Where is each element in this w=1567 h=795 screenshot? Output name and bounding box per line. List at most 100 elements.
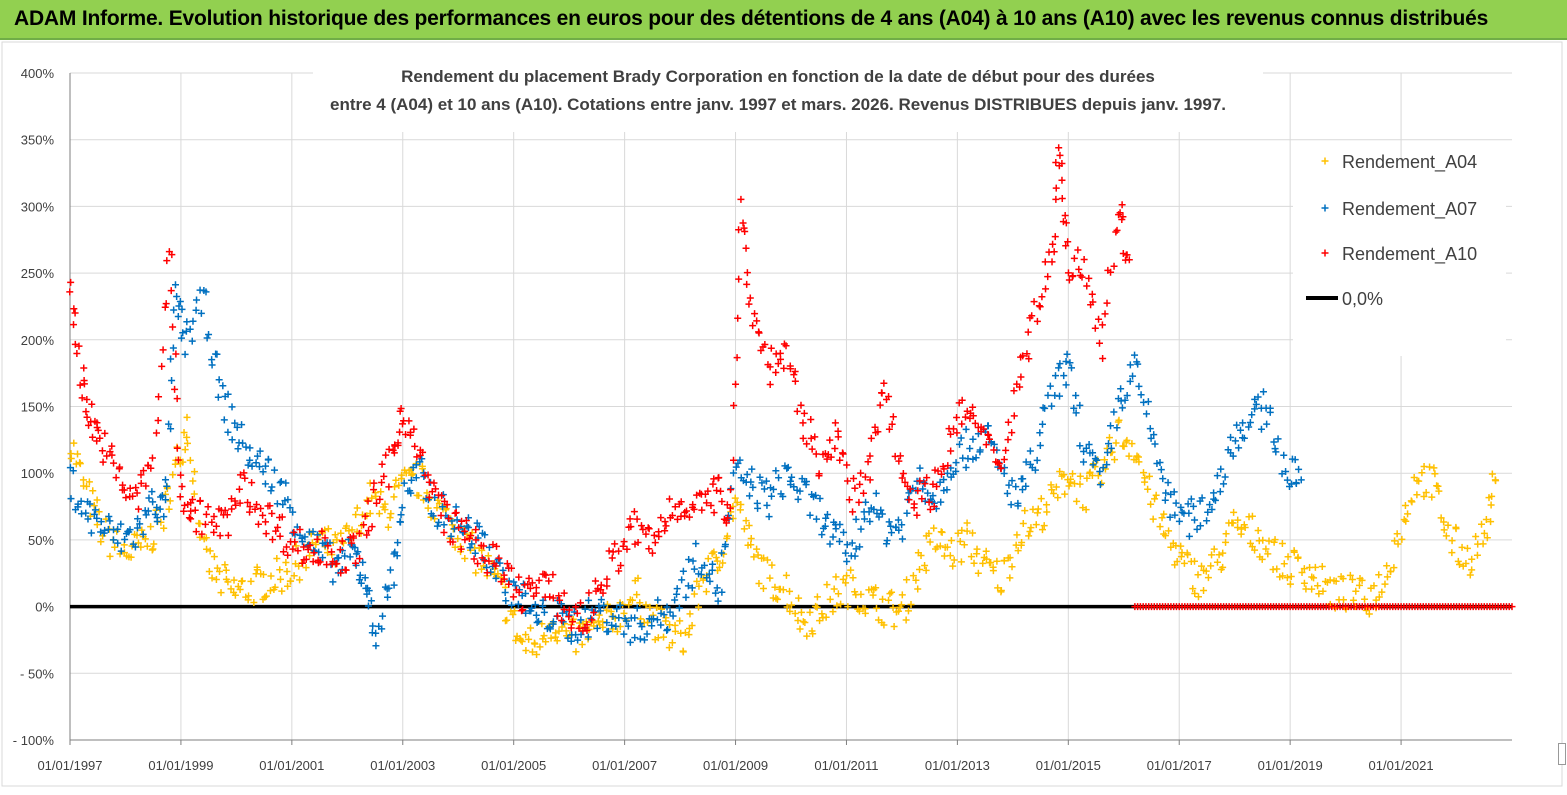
data-point-Rendement_A10 xyxy=(1089,298,1097,306)
data-point-Rendement_A04 xyxy=(282,559,290,566)
data-point-Rendement_A10 xyxy=(309,558,317,566)
data-point-Rendement_A07 xyxy=(277,478,285,486)
data-point-Rendement_A07 xyxy=(270,466,278,474)
data-point-Rendement_A04 xyxy=(1038,526,1046,534)
data-point-Rendement_A04 xyxy=(517,636,525,644)
data-point-Rendement_A10 xyxy=(407,428,415,436)
data-point-Rendement_A07 xyxy=(142,511,150,519)
data-point-Rendement_A04 xyxy=(1040,522,1048,530)
data-point-Rendement_A07 xyxy=(620,630,628,638)
data-point-Rendement_A04 xyxy=(1241,523,1249,531)
data-point-Rendement_A07 xyxy=(783,464,791,472)
data-point-Rendement_A04 xyxy=(823,581,831,589)
data-point-Rendement_A04 xyxy=(331,531,339,539)
data-point-Rendement_A10 xyxy=(1061,212,1069,220)
data-point-Rendement_A10 xyxy=(620,538,628,546)
data-point-Rendement_A10 xyxy=(722,519,730,527)
data-point-Rendement_A07 xyxy=(1171,511,1179,519)
data-point-Rendement_A04 xyxy=(1488,470,1496,478)
data-point-Rendement_A04 xyxy=(292,542,300,550)
data-point-Rendement_A10 xyxy=(302,555,310,563)
data-point-Rendement_A10 xyxy=(726,504,734,512)
data-point-Rendement_A07 xyxy=(367,597,375,605)
data-point-Rendement_A04 xyxy=(1149,515,1157,523)
data-point-Rendement_A07 xyxy=(663,603,671,611)
data-point-Rendement_A04 xyxy=(1194,593,1202,601)
data-point-Rendement_A04 xyxy=(1202,567,1210,575)
data-point-Rendement_A10 xyxy=(259,511,267,519)
data-point-Rendement_A04 xyxy=(1158,514,1166,522)
data-point-Rendement_A10 xyxy=(1095,315,1103,323)
data-point-Rendement_A10 xyxy=(397,405,405,413)
data-point-Rendement_A10 xyxy=(461,527,469,535)
y-tick-label: - 100% xyxy=(13,733,55,748)
data-point-Rendement_A10 xyxy=(588,616,596,624)
data-point-Rendement_A07 xyxy=(705,570,713,578)
data-point-Rendement_A10 xyxy=(556,596,564,604)
data-point-Rendement_A10 xyxy=(651,539,659,547)
data-point-Rendement_A10 xyxy=(732,380,740,388)
data-point-Rendement_A04 xyxy=(1434,482,1442,490)
data-point-Rendement_A04 xyxy=(190,490,198,498)
data-point-Rendement_A04 xyxy=(1173,557,1181,565)
data-point-Rendement_A04 xyxy=(636,599,644,607)
data-point-Rendement_A07 xyxy=(767,492,775,500)
data-point-Rendement_A04 xyxy=(668,639,676,647)
data-point-Rendement_A10 xyxy=(617,562,625,570)
data-point-Rendement_A07 xyxy=(616,601,624,609)
data-point-Rendement_A10 xyxy=(75,342,83,350)
data-point-Rendement_A04 xyxy=(236,585,244,593)
data-point-Rendement_A10 xyxy=(88,400,96,408)
data-point-Rendement_A07 xyxy=(1121,396,1129,404)
data-point-Rendement_A10 xyxy=(162,300,170,308)
data-point-Rendement_A10 xyxy=(159,346,167,354)
data-point-Rendement_A04 xyxy=(903,576,911,584)
resize-handle[interactable] xyxy=(1558,743,1566,765)
data-point-Rendement_A04 xyxy=(271,583,279,591)
data-point-Rendement_A04 xyxy=(324,525,332,533)
data-point-Rendement_A10 xyxy=(495,554,503,562)
data-point-Rendement_A07 xyxy=(622,617,630,625)
data-point-Rendement_A04 xyxy=(384,523,392,531)
data-point-Rendement_A10 xyxy=(430,479,438,487)
data-point-Rendement_A10 xyxy=(524,580,532,588)
data-point-Rendement_A10 xyxy=(306,541,314,549)
data-point-Rendement_A10 xyxy=(274,523,282,531)
data-point-Rendement_A07 xyxy=(1012,483,1020,491)
data-point-Rendement_A07 xyxy=(763,501,771,509)
data-point-Rendement_A04 xyxy=(97,538,105,546)
data-point-Rendement_A07 xyxy=(1022,458,1030,466)
data-point-Rendement_A07 xyxy=(407,489,415,497)
data-point-Rendement_A07 xyxy=(608,621,616,629)
data-point-Rendement_A07 xyxy=(418,455,426,463)
data-point-Rendement_A10 xyxy=(236,499,244,507)
data-point-Rendement_A07 xyxy=(962,464,970,472)
data-point-Rendement_A04 xyxy=(284,582,292,590)
data-point-Rendement_A10 xyxy=(666,495,674,503)
data-point-Rendement_A04 xyxy=(787,601,795,609)
data-point-Rendement_A04 xyxy=(872,604,880,612)
data-point-Rendement_A10 xyxy=(619,542,627,550)
data-point-Rendement_A07 xyxy=(1076,442,1084,450)
data-point-Rendement_A10 xyxy=(192,528,200,536)
data-point-Rendement_A10 xyxy=(103,452,111,460)
data-point-Rendement_A07 xyxy=(1220,480,1228,488)
data-point-Rendement_A10 xyxy=(227,495,235,503)
data-point-Rendement_A04 xyxy=(754,551,762,559)
legend: Rendement_A04 Rendement_A07 Rendement_A10 0… xyxy=(1293,152,1506,356)
data-point-Rendement_A07 xyxy=(1103,461,1111,469)
data-point-Rendement_A10 xyxy=(216,532,224,540)
data-point-Rendement_A04 xyxy=(127,553,135,561)
data-point-Rendement_A10 xyxy=(535,576,543,584)
data-point-Rendement_A10 xyxy=(132,484,140,492)
data-point-Rendement_A07 xyxy=(1072,391,1080,399)
data-point-Rendement_A04 xyxy=(1340,596,1348,604)
data-point-Rendement_A07 xyxy=(114,525,122,533)
data-point-Rendement_A07 xyxy=(748,465,756,473)
data-point-Rendement_A07 xyxy=(183,318,191,326)
data-point-Rendement_A07 xyxy=(259,468,267,476)
data-point-Rendement_A04 xyxy=(1287,573,1295,581)
data-point-Rendement_A10 xyxy=(704,487,712,495)
data-point-Rendement_A04 xyxy=(1191,589,1199,597)
data-point-Rendement_A10 xyxy=(746,294,754,302)
